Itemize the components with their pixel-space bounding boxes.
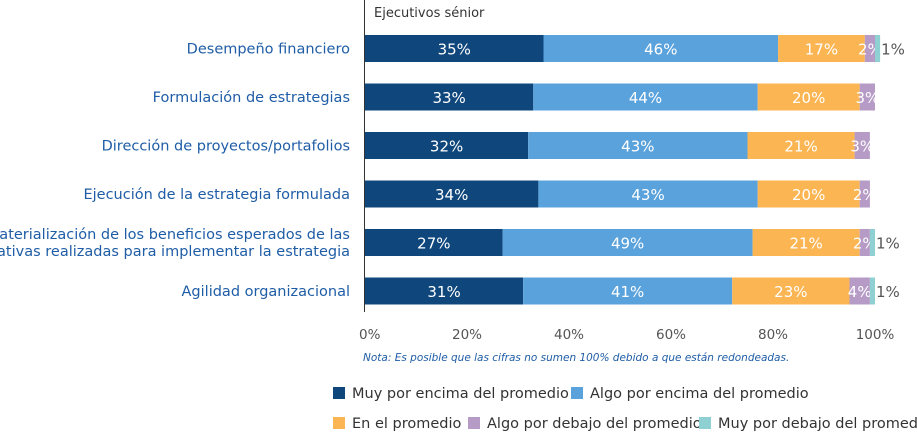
data-label: 1% <box>876 283 900 301</box>
x-tick-label: 80% <box>758 327 788 343</box>
x-tick-label: 20% <box>452 327 482 343</box>
legend-swatch <box>468 417 480 429</box>
data-label: 27% <box>417 235 450 253</box>
legend-label: Muy por encima del promedio <box>352 386 569 402</box>
bar-segment[interactable] <box>502 229 753 256</box>
bar-segment[interactable] <box>538 180 758 208</box>
bar-segment[interactable] <box>523 277 733 305</box>
data-label: 3% <box>850 138 874 156</box>
legend-swatch <box>571 387 583 399</box>
bar-segment[interactable] <box>365 132 529 159</box>
category-label: Materialización de los beneficios espera… <box>0 227 350 243</box>
bar-segment[interactable] <box>757 83 860 111</box>
legend-label: Muy por debajo del promedio <box>718 416 917 432</box>
data-label: 20% <box>792 186 825 204</box>
data-label: 33% <box>432 89 465 107</box>
data-label: 43% <box>631 186 664 204</box>
data-label: 17% <box>805 41 838 59</box>
bar-segment[interactable] <box>849 277 870 305</box>
legend-label: En el promedio <box>352 416 462 432</box>
bar-segment[interactable] <box>778 35 865 62</box>
bar-segment[interactable] <box>365 35 544 62</box>
bar-segment[interactable] <box>732 277 850 305</box>
data-label: 32% <box>430 138 463 156</box>
bar-segment[interactable] <box>747 132 855 159</box>
data-label: 44% <box>629 89 662 107</box>
x-tick-label: 60% <box>656 327 686 343</box>
x-tick-label: 100% <box>856 327 895 343</box>
data-label: 34% <box>435 186 468 204</box>
data-label: 4% <box>848 283 872 301</box>
legend-label: Algo por debajo del promedio <box>487 416 702 432</box>
bar-segment[interactable] <box>864 35 875 62</box>
bar-segment[interactable] <box>859 83 875 111</box>
data-label: 20% <box>792 89 825 107</box>
data-label: 23% <box>774 283 807 301</box>
x-tick-label: 40% <box>554 327 584 343</box>
data-label: 31% <box>427 283 460 301</box>
bar-segment[interactable] <box>365 229 503 256</box>
bar-segment[interactable] <box>365 277 524 305</box>
data-label: 43% <box>621 138 654 156</box>
data-label: 1% <box>881 41 905 59</box>
bar-segment[interactable] <box>365 180 539 208</box>
bar-segment[interactable] <box>365 83 534 111</box>
data-label: 21% <box>784 138 817 156</box>
category-label: iniciativas realizadas para implementar … <box>0 244 350 260</box>
data-label: 21% <box>789 235 822 253</box>
bar-segment[interactable] <box>757 180 860 208</box>
category-label: Agilidad organizacional <box>182 284 350 300</box>
data-label: 35% <box>438 41 471 59</box>
bar-segment[interactable] <box>875 35 881 62</box>
data-label: 1% <box>876 235 900 253</box>
legend-swatch <box>333 387 345 399</box>
data-label: 49% <box>611 235 644 253</box>
bar-segment[interactable] <box>543 35 779 62</box>
bar-segment[interactable] <box>869 277 875 305</box>
bar-segment[interactable] <box>533 83 758 111</box>
bar-segment[interactable] <box>859 229 870 256</box>
chart-note: Nota: Es posible que las cifras no sumen… <box>363 352 789 364</box>
data-label: 46% <box>644 41 677 59</box>
x-tick-label: 0% <box>359 327 381 343</box>
legend-swatch <box>333 417 345 429</box>
category-label: Ejecución de la estrategia formulada <box>83 187 350 203</box>
data-label: 2% <box>853 186 877 204</box>
bar-segment[interactable] <box>752 229 860 256</box>
legend-swatch <box>699 417 711 429</box>
legend-label: Algo por encima del promedio <box>590 386 809 402</box>
bar-segment[interactable] <box>869 229 875 256</box>
category-label: Formulación de estrategias <box>153 90 350 106</box>
category-label: Dirección de proyectos/portafolios <box>102 139 350 155</box>
category-label: Desempeño financiero <box>187 42 350 58</box>
chart-title: Ejecutivos sénior <box>374 6 485 21</box>
bar-segment[interactable] <box>859 180 870 208</box>
data-label: 3% <box>855 89 879 107</box>
bar-segment[interactable] <box>528 132 748 159</box>
data-label: 41% <box>611 283 644 301</box>
bar-segment[interactable] <box>854 132 870 159</box>
